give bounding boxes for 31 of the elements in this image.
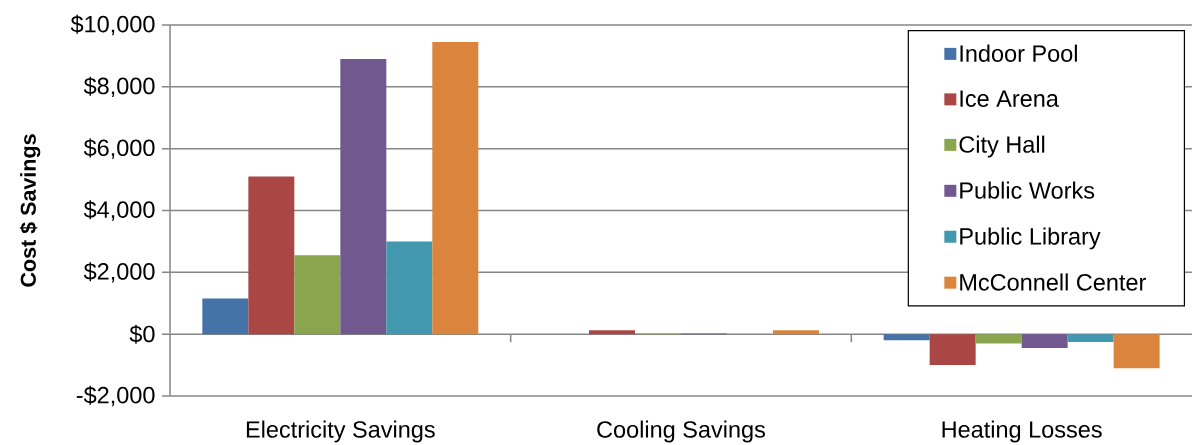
bar <box>294 255 341 335</box>
bar <box>340 59 387 335</box>
x-tick-label: Electricity Savings <box>246 420 435 443</box>
bar <box>386 241 433 335</box>
bar <box>202 298 249 335</box>
y-tick-label: -$2,000 <box>76 385 155 407</box>
y-axis-title: Cost $ Savings <box>19 134 41 287</box>
bar <box>1067 334 1114 342</box>
y-tick-label: $4,000 <box>83 200 155 221</box>
y-tick-label: $0 <box>129 324 155 344</box>
bar <box>975 334 1022 344</box>
legend-label: Public Library <box>960 227 1101 250</box>
y-tick-label: $10,000 <box>70 14 155 36</box>
legend-label: McConnell Center <box>960 273 1146 291</box>
x-tick-label: Heating Losses <box>942 420 1102 443</box>
bar <box>432 42 479 335</box>
bar <box>248 176 295 335</box>
legend-label: Ice Arena <box>960 90 1059 107</box>
legend-label: Indoor Pool <box>960 44 1077 62</box>
bar <box>883 334 930 341</box>
x-tick-label: Cooling Savings <box>597 420 765 443</box>
y-tick-label: $6,000 <box>83 138 155 159</box>
bar <box>1113 334 1160 369</box>
bar <box>589 330 635 335</box>
legend-label: Public Works <box>960 181 1095 199</box>
bar <box>1021 334 1068 349</box>
y-tick-label: $2,000 <box>83 262 155 283</box>
y-tick-label: $8,000 <box>83 76 155 98</box>
legend-label: City Hall <box>959 135 1045 158</box>
bar <box>929 334 976 366</box>
bar <box>772 330 819 335</box>
